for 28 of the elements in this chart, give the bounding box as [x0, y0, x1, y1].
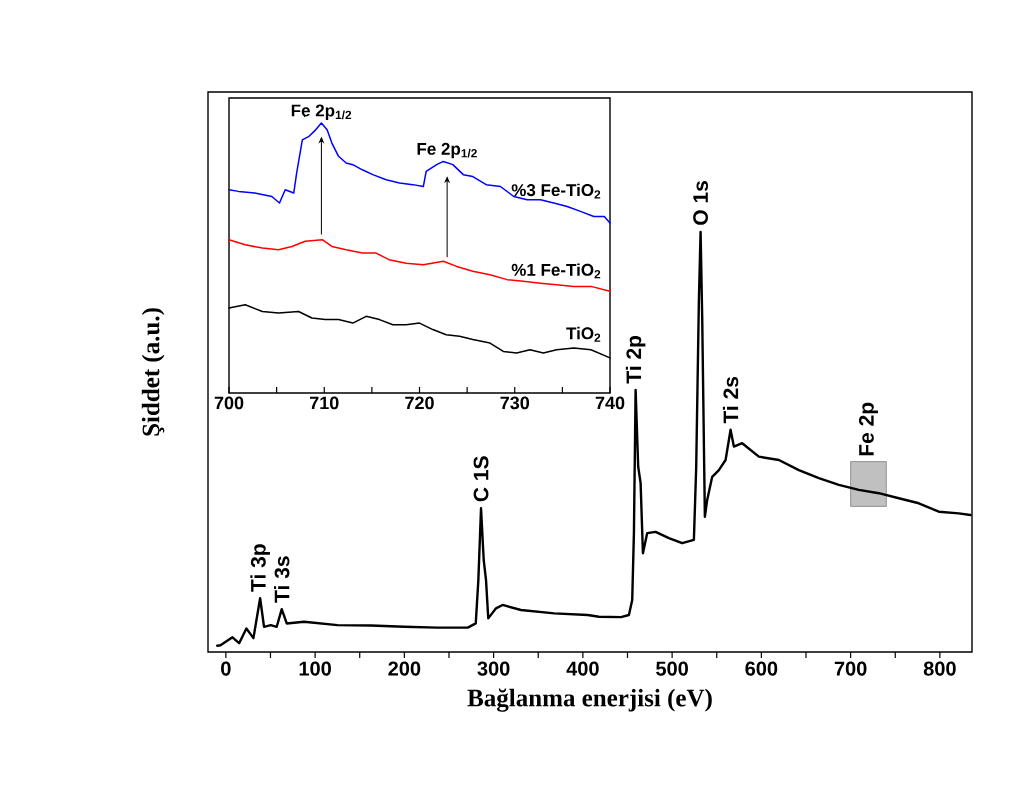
x-tick-label: 0: [221, 661, 231, 676]
annotation: Ti 2s: [722, 376, 739, 424]
y-axis-title: Şiddet (a.u.): [141, 308, 165, 436]
x-tick-label: 710: [310, 396, 339, 410]
x-tick-label: 730: [500, 396, 530, 410]
annotation: Ti 3p: [250, 544, 270, 592]
x-axis-title: Bağlanma enerjisi (eV): [467, 688, 712, 712]
annotation: Ti 3s: [274, 556, 290, 603]
annotation: Fe 2p: [858, 402, 878, 456]
x-tick-label: 700: [214, 396, 244, 410]
x-tick-label: 200: [388, 661, 421, 676]
series-label: %3 Fe-TiO$_{2}$: [511, 183, 601, 199]
x-tick-label: 740: [595, 396, 625, 410]
x-tick-label: 400: [566, 661, 599, 676]
annotation: Fe 2p$_{1/2}$: [417, 142, 477, 159]
x-tick-label: 700: [834, 661, 867, 676]
x-tick-label: 800: [923, 661, 956, 676]
series-label: %1 Fe-TiO$_{2}$: [511, 263, 601, 279]
x-tick-label: 600: [745, 661, 778, 676]
annotation: Ti 2p: [625, 335, 646, 384]
annotation: Fe 2p$_{1/2}$: [291, 104, 352, 120]
series-label: TiO$_{2}$: [566, 326, 601, 342]
annotation: C 1S: [473, 456, 489, 502]
x-tick-label: 100: [299, 661, 331, 676]
x-tick-label: 720: [405, 396, 434, 410]
x-tick-label: 500: [656, 661, 688, 676]
x-tick-label: 300: [477, 661, 510, 676]
annotation: O 1s: [693, 181, 709, 225]
